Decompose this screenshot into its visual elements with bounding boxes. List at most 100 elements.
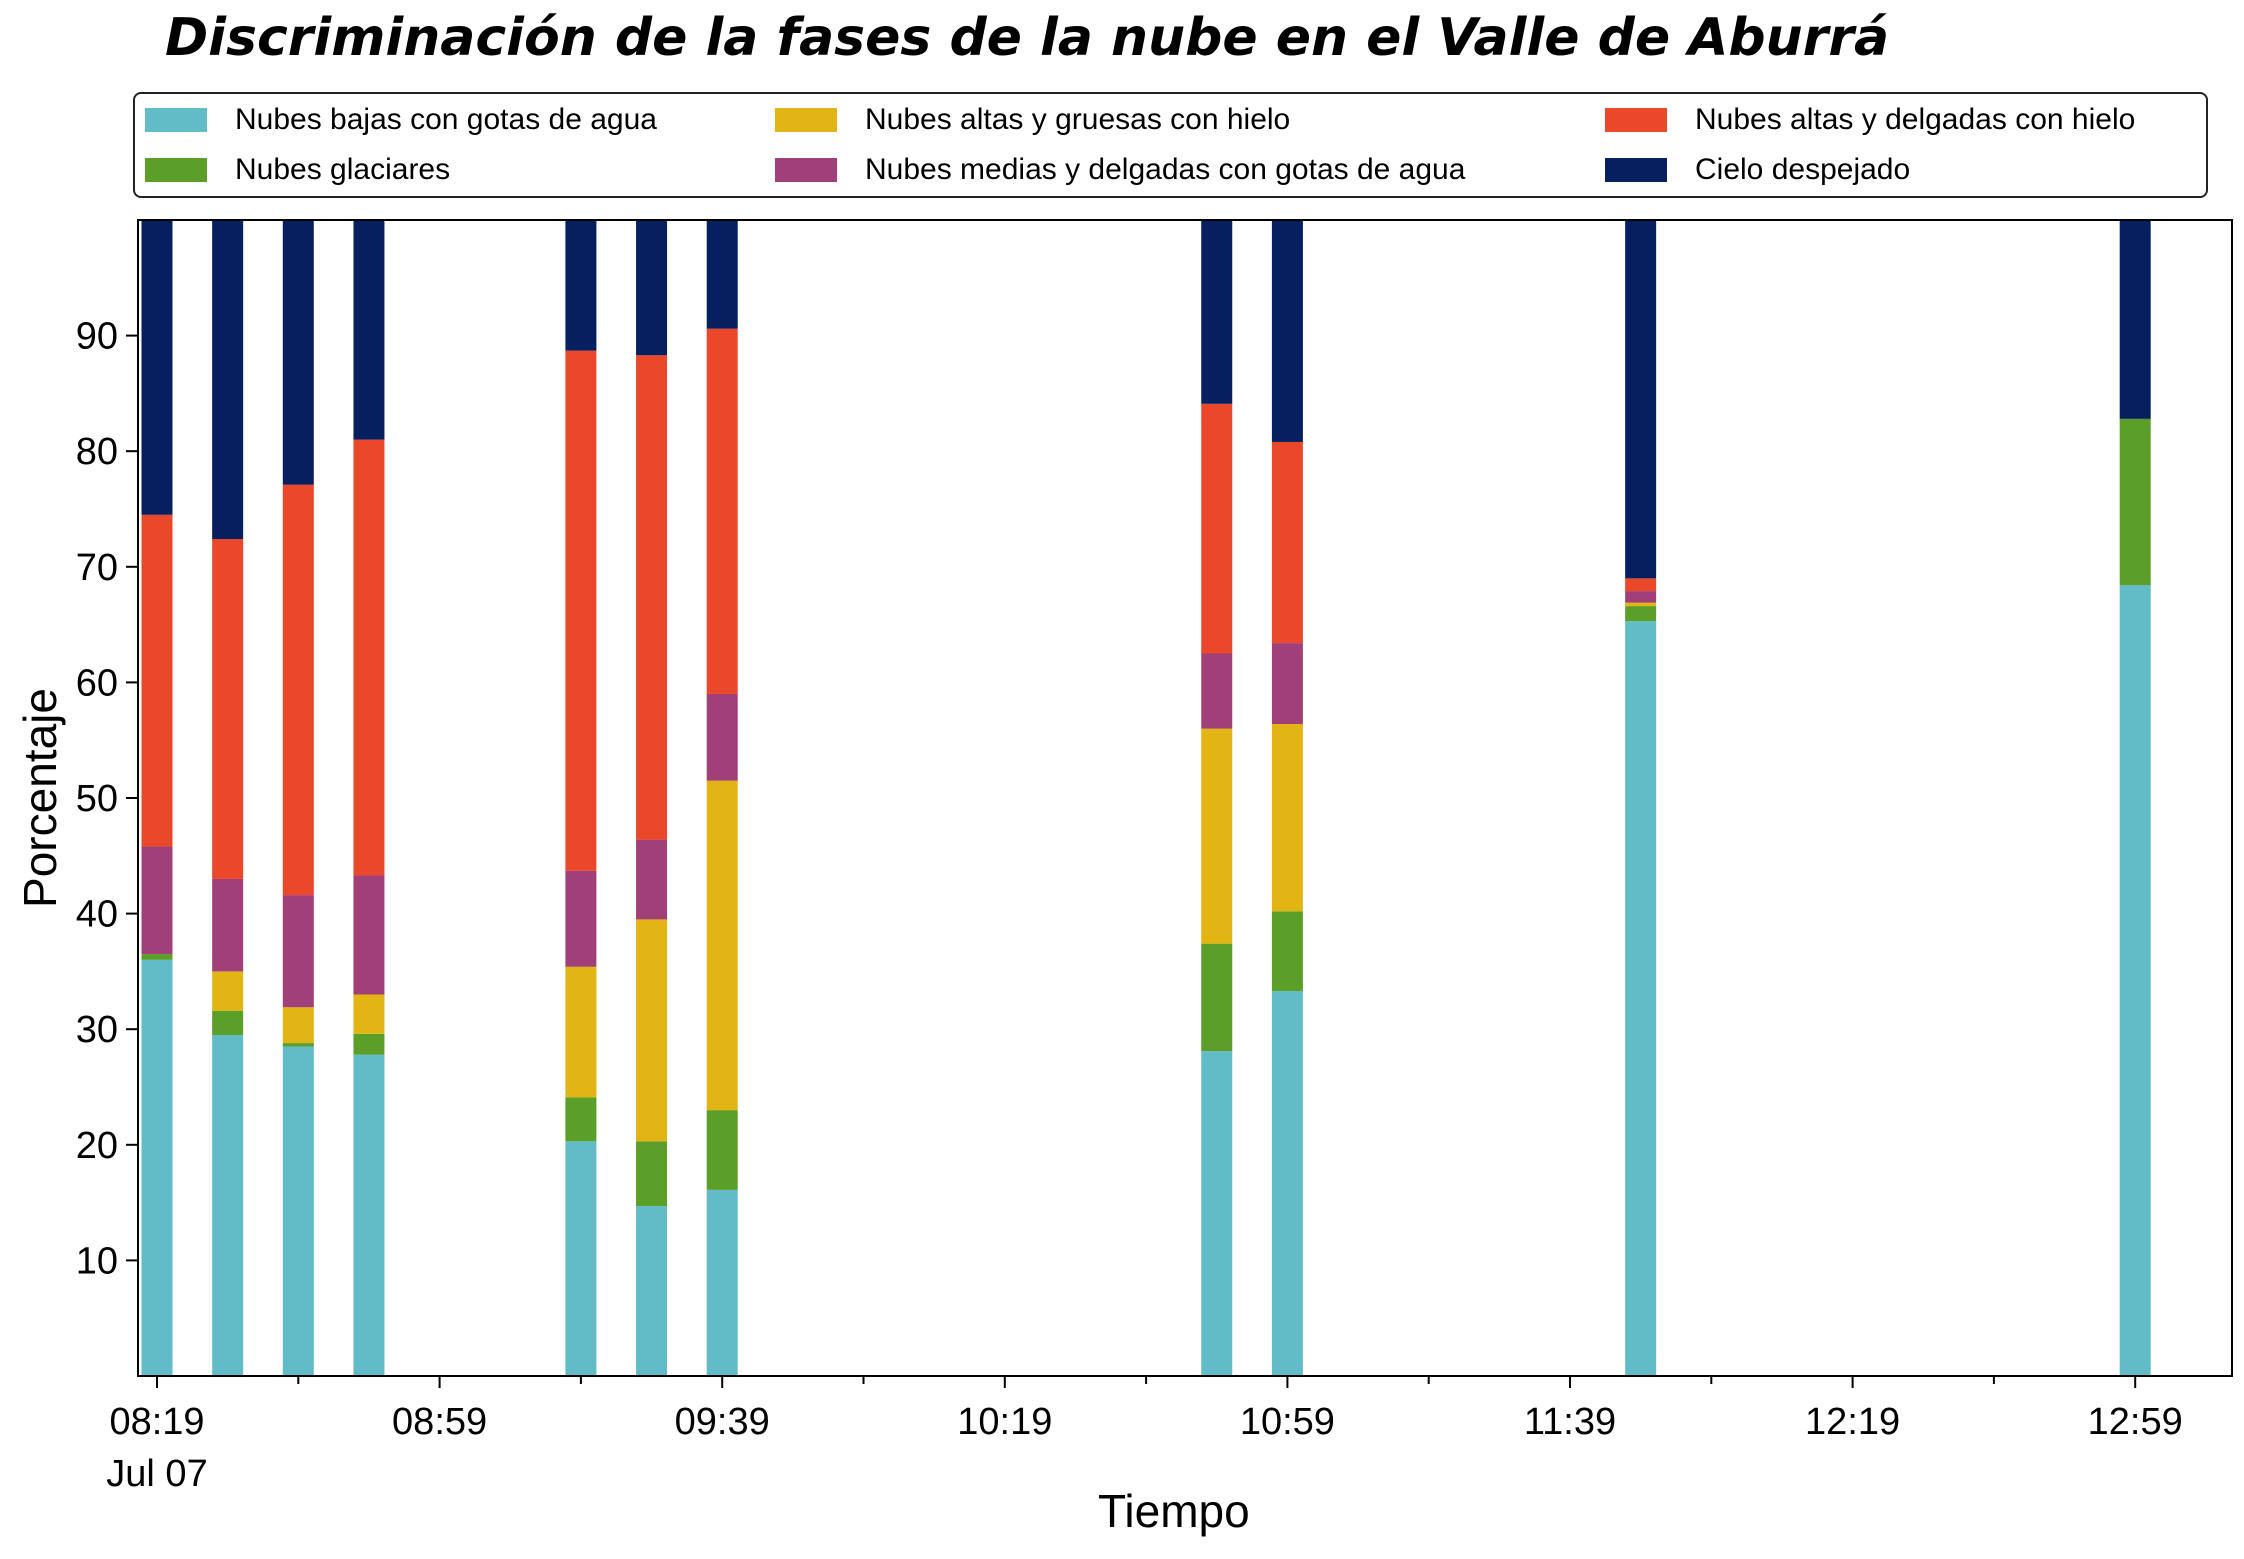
legend-label: Nubes altas y delgadas con hielo xyxy=(1695,103,2136,136)
bar-segment-3 xyxy=(353,994,385,1034)
bar-segment-6 xyxy=(1625,220,1657,579)
bar-segment-5 xyxy=(282,484,314,896)
x-tick-label: 11:39 xyxy=(1524,1401,1616,1443)
bar-segment-1 xyxy=(1271,991,1303,1376)
bar-segment-4 xyxy=(353,875,385,995)
bar-segment-1 xyxy=(565,1141,597,1376)
bar-segment-5 xyxy=(1201,403,1233,654)
legend-swatch xyxy=(1605,108,1667,132)
bar-segment-5 xyxy=(1271,441,1303,644)
bar-segment-3 xyxy=(212,971,244,1011)
legend-swatch xyxy=(145,108,207,132)
bar-segment-6 xyxy=(141,220,173,515)
y-tick-label: 40 xyxy=(76,894,118,936)
bar-segment-5 xyxy=(1625,578,1657,592)
bar-segment-1 xyxy=(636,1206,668,1376)
legend-swatch xyxy=(145,158,207,182)
bar-segment-3 xyxy=(706,780,738,1111)
bar-segment-5 xyxy=(212,539,244,879)
bar-segment-2 xyxy=(353,1033,385,1055)
bar-segment-2 xyxy=(141,954,173,960)
bar-segment-6 xyxy=(353,220,385,440)
y-tick-label: 80 xyxy=(76,431,118,473)
legend-swatch xyxy=(775,108,837,132)
bar-segment-1 xyxy=(353,1054,385,1376)
bar-segment-1 xyxy=(282,1046,314,1376)
legend-swatch xyxy=(775,158,837,182)
bar-segment-6 xyxy=(1201,220,1233,404)
y-tick-label: 60 xyxy=(76,662,118,704)
bar-segment-3 xyxy=(1271,724,1303,912)
bar-segment-6 xyxy=(636,220,668,356)
bar-segment-4 xyxy=(282,895,314,1008)
bar-segment-5 xyxy=(706,328,738,694)
bar-segment-2 xyxy=(1625,606,1657,622)
bar-segment-5 xyxy=(636,355,668,840)
legend-item: Cielo despejado xyxy=(1605,150,1910,190)
legend-item: Nubes bajas con gotas de agua xyxy=(145,100,657,140)
y-tick-label: 90 xyxy=(76,316,118,358)
bar-segment-2 xyxy=(706,1110,738,1190)
legend-label: Nubes altas y gruesas con hielo xyxy=(865,103,1291,136)
bar-segment-6 xyxy=(282,220,314,485)
bar-segment-3 xyxy=(282,1007,314,1044)
legend-label: Nubes medias y delgadas con gotas de agu… xyxy=(865,153,1466,186)
x-tick-sublabel: Jul 07 xyxy=(106,1453,207,1495)
legend-label: Cielo despejado xyxy=(1695,153,1911,186)
bar-segment-4 xyxy=(1625,591,1657,603)
y-tick-label: 70 xyxy=(76,547,118,589)
legend-item: Nubes medias y delgadas con gotas de agu… xyxy=(775,150,1465,190)
bar-segment-2 xyxy=(212,1010,244,1035)
x-axis-title: Tiempo xyxy=(1098,1485,1250,1537)
legend: Nubes bajas con gotas de agua Nubes glaci… xyxy=(133,92,2208,198)
y-axis-title: Porcentaje xyxy=(14,688,66,908)
bar-segment-4 xyxy=(1271,643,1303,725)
bars-layer xyxy=(141,220,2151,1376)
legend-item: Nubes altas y delgadas con hielo xyxy=(1605,100,2135,140)
y-axis: 10 20 30 40 50 60 70 80 90 xyxy=(76,316,138,1282)
x-tick-label: 09:39 xyxy=(675,1401,770,1443)
y-tick-label: 30 xyxy=(76,1009,118,1051)
legend-item: Nubes glaciares xyxy=(145,150,450,190)
x-tick-label: 08:19 xyxy=(109,1401,204,1443)
bar-segment-3 xyxy=(1201,728,1233,944)
bar-segment-2 xyxy=(636,1141,668,1207)
bar-segment-6 xyxy=(706,220,738,329)
x-axis: 08:19 Jul 07 08:59 09:39 10:19 10:59 11:39 12:1… xyxy=(106,1376,2183,1495)
legend-label: Nubes glaciares xyxy=(235,153,451,186)
legend-label: Nubes bajas con gotas de agua xyxy=(235,103,657,136)
bar-segment-3 xyxy=(1625,602,1657,607)
bar-segment-6 xyxy=(565,220,597,351)
bar-segment-3 xyxy=(565,966,597,1098)
bar-segment-4 xyxy=(1201,653,1233,729)
bar-segment-6 xyxy=(212,220,244,540)
x-tick-label: 10:19 xyxy=(957,1401,1052,1443)
bar-segment-1 xyxy=(2119,585,2151,1376)
bar-segment-3 xyxy=(636,919,668,1142)
bar-segment-1 xyxy=(706,1189,738,1376)
bar-segment-2 xyxy=(282,1043,314,1047)
legend-item: Nubes altas y gruesas con hielo xyxy=(775,100,1290,140)
y-tick-label: 10 xyxy=(76,1240,118,1282)
bar-segment-1 xyxy=(141,959,173,1376)
y-tick-label: 50 xyxy=(76,778,118,820)
bar-segment-2 xyxy=(2119,418,2151,586)
chart-title: Discriminación de la fases de la nube en… xyxy=(165,8,1890,68)
bar-segment-2 xyxy=(565,1097,597,1142)
bar-segment-5 xyxy=(565,350,597,871)
bar-segment-5 xyxy=(141,514,173,847)
y-tick-label: 20 xyxy=(76,1125,118,1167)
x-tick-label: 08:59 xyxy=(392,1401,487,1443)
bar-segment-6 xyxy=(2119,220,2151,419)
plot-frame xyxy=(137,219,2233,1377)
legend-swatch xyxy=(1605,158,1667,182)
x-tick-label: 12:19 xyxy=(1805,1401,1900,1443)
bar-segment-4 xyxy=(706,693,738,781)
bar-segment-2 xyxy=(1201,943,1233,1052)
x-tick-label: 10:59 xyxy=(1240,1401,1335,1443)
bar-segment-1 xyxy=(1201,1051,1233,1376)
bar-segment-6 xyxy=(1271,220,1303,442)
bar-segment-2 xyxy=(1271,911,1303,992)
bar-segment-1 xyxy=(212,1034,244,1376)
